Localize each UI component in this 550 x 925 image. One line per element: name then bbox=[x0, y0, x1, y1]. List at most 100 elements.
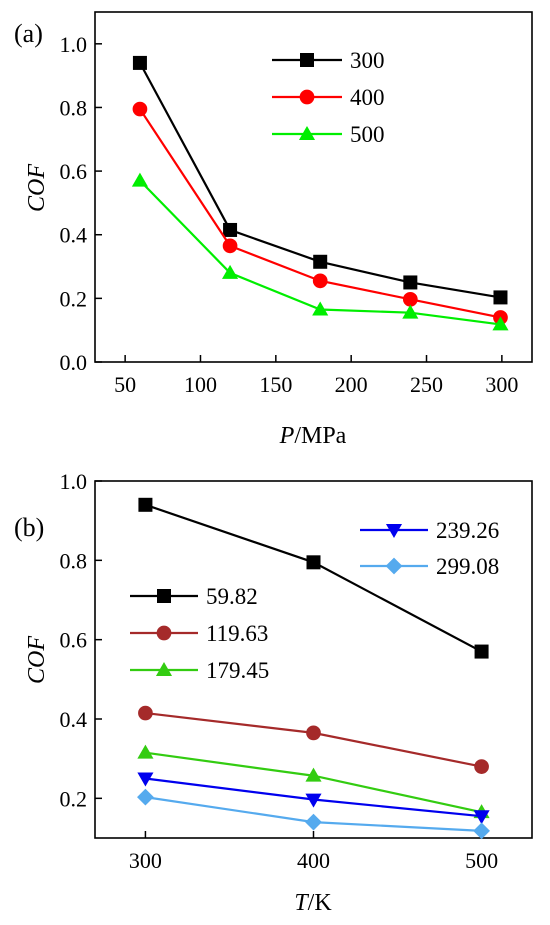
x-axis-b: 300 400 500 bbox=[129, 831, 498, 873]
data-point-179.45 bbox=[305, 767, 322, 782]
y-tick-label: 0.8 bbox=[60, 548, 88, 573]
y-tick-label: 0.2 bbox=[60, 286, 88, 311]
plot-frame-a bbox=[94, 11, 533, 363]
y-tick-label: 0.4 bbox=[60, 707, 88, 732]
legend-marker bbox=[156, 625, 172, 641]
data-point-300 bbox=[403, 275, 418, 290]
legend-item-179.45: 179.45 bbox=[130, 658, 269, 683]
series-119.63 bbox=[138, 705, 489, 774]
y-axis-b: 0.2 0.4 0.6 0.8 1.0 bbox=[60, 469, 102, 811]
x-axis-label-unit-b: /K bbox=[308, 890, 333, 916]
data-point-400 bbox=[312, 273, 328, 289]
x-axis-label-b: T/K bbox=[294, 890, 332, 916]
series-line-59.82 bbox=[145, 503, 483, 653]
y-axis-label-b: COF bbox=[24, 636, 50, 684]
x-axis-label-var-b: T bbox=[294, 890, 309, 916]
data-point-400 bbox=[402, 291, 418, 307]
x-tick-label: 50 bbox=[114, 372, 136, 397]
legend-label: 179.45 bbox=[206, 658, 269, 683]
x-tick-label: 500 bbox=[465, 848, 498, 873]
data-point-300 bbox=[223, 222, 238, 237]
x-tick-label: 250 bbox=[410, 372, 443, 397]
legend-item-239.26: 239.26 bbox=[360, 518, 499, 543]
y-tick-label: 0.6 bbox=[60, 628, 88, 653]
y-tick-label: 0.6 bbox=[60, 159, 88, 184]
series-500 bbox=[131, 172, 509, 331]
series-59.82 bbox=[138, 497, 489, 659]
data-point-119.63 bbox=[474, 759, 489, 774]
data-point-500 bbox=[131, 172, 148, 187]
data-point-239.26 bbox=[473, 810, 490, 825]
data-point-299.08 bbox=[137, 788, 154, 806]
legend-label: 500 bbox=[350, 122, 385, 147]
y-tick-label: 0.8 bbox=[60, 95, 88, 120]
legend-marker bbox=[300, 53, 314, 67]
legend-marker bbox=[298, 125, 316, 140]
data-point-119.63 bbox=[306, 725, 321, 741]
legend-marker bbox=[299, 89, 315, 105]
data-point-239.26 bbox=[305, 793, 322, 808]
panel-a: (a) 0.0 0.2 0.4 0.6 0.8 1.0 50 100 150 200 250 300… bbox=[14, 11, 533, 449]
x-tick-label: 300 bbox=[485, 372, 518, 397]
data-point-400 bbox=[132, 101, 148, 117]
x-axis-label-unit-a: /MPa bbox=[294, 423, 346, 449]
legend-marker bbox=[385, 524, 403, 539]
legend-label: 239.26 bbox=[436, 518, 499, 543]
series-239.26 bbox=[137, 772, 490, 825]
panel-b: (b) 0.2 0.4 0.6 0.8 1.0 300 400 500 COF T/K 23… bbox=[14, 469, 533, 916]
data-point-119.63 bbox=[138, 705, 153, 721]
legend-item-400: 400 bbox=[272, 85, 385, 110]
x-axis-a: 50 100 150 200 250 300 bbox=[114, 355, 518, 397]
data-point-300 bbox=[493, 290, 508, 305]
y-tick-label: 1.0 bbox=[60, 469, 88, 494]
x-tick-label: 300 bbox=[129, 848, 162, 873]
legend-item-300: 300 bbox=[272, 48, 385, 73]
data-point-500 bbox=[222, 264, 239, 279]
legend-marker bbox=[155, 661, 173, 676]
x-tick-label: 150 bbox=[259, 372, 292, 397]
legend-label: 300 bbox=[350, 48, 385, 73]
x-axis-label-var-a: P bbox=[279, 423, 295, 449]
data-point-500 bbox=[492, 316, 509, 331]
series-299.08 bbox=[137, 788, 490, 840]
legend-b: 239.26 299.08 59.82 119.63 179.45 bbox=[130, 518, 499, 683]
series-400 bbox=[132, 101, 508, 325]
x-tick-label: 200 bbox=[335, 372, 368, 397]
legend-marker bbox=[157, 589, 171, 603]
data-point-59.82 bbox=[138, 497, 153, 512]
legend-label: 299.08 bbox=[436, 554, 499, 579]
data-point-179.45 bbox=[137, 744, 154, 759]
legend-marker bbox=[385, 557, 403, 575]
data-point-300 bbox=[132, 55, 147, 70]
data-point-500 bbox=[312, 301, 329, 316]
data-point-59.82 bbox=[474, 644, 489, 659]
legend-item-299.08: 299.08 bbox=[360, 554, 499, 579]
legend-label: 119.63 bbox=[206, 621, 268, 646]
data-point-59.82 bbox=[306, 555, 321, 570]
x-tick-label: 100 bbox=[184, 372, 217, 397]
panel-label-a: (a) bbox=[14, 19, 43, 48]
legend-item-500: 500 bbox=[272, 122, 385, 147]
data-point-500 bbox=[402, 304, 419, 319]
legend-item-59.82: 59.82 bbox=[130, 584, 258, 609]
series-group-b bbox=[137, 497, 490, 840]
data-point-299.08 bbox=[305, 813, 322, 831]
data-point-299.08 bbox=[473, 822, 490, 840]
data-point-400 bbox=[222, 238, 238, 254]
y-axis-a: 0.0 0.2 0.4 0.6 0.8 1.0 bbox=[60, 32, 102, 375]
x-axis-label-a: P/MPa bbox=[279, 423, 347, 449]
y-tick-label: 0.4 bbox=[60, 223, 88, 248]
series-300 bbox=[132, 55, 508, 305]
legend-item-119.63: 119.63 bbox=[130, 621, 268, 646]
y-tick-label: 0.2 bbox=[60, 786, 88, 811]
panel-label-b: (b) bbox=[14, 513, 44, 542]
data-point-239.26 bbox=[137, 772, 154, 787]
legend-a: 300 400 500 bbox=[272, 48, 385, 147]
legend-label: 400 bbox=[350, 85, 385, 110]
y-tick-label: 1.0 bbox=[60, 32, 88, 57]
data-point-300 bbox=[313, 254, 328, 269]
y-tick-label: 0.0 bbox=[60, 350, 88, 375]
series-group-a bbox=[131, 55, 509, 331]
y-axis-label-a: COF bbox=[24, 164, 50, 212]
